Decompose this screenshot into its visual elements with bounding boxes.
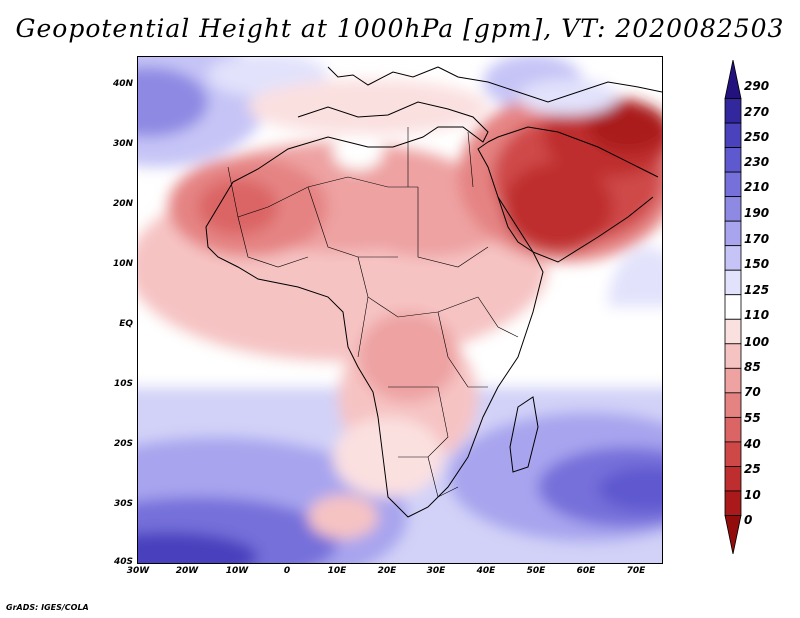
lon-label-30e: 30E xyxy=(426,566,446,576)
colorbar-cell xyxy=(724,416,742,443)
lat-label-30s: 30S xyxy=(113,499,133,509)
colorbar-label-55: 55 xyxy=(744,411,761,425)
colorbar-cell xyxy=(724,343,742,369)
colorbar-cell xyxy=(724,269,742,296)
colorbar-label-170: 170 xyxy=(744,232,770,246)
colorbar-cell xyxy=(724,220,742,247)
colorbar-cell xyxy=(724,147,742,173)
colorbar-label-230: 230 xyxy=(744,155,770,169)
lat-label-30n: 30N xyxy=(112,139,133,149)
colorbar-svg xyxy=(724,59,742,555)
height-field xyxy=(138,57,662,563)
map-svg xyxy=(138,57,662,563)
lon-label-10w: 10W xyxy=(225,566,249,576)
colorbar-label-85: 85 xyxy=(744,360,761,374)
colorbar-label-210: 210 xyxy=(744,180,770,194)
chart-title: Geopotential Height at 1000hPa [gpm], VT… xyxy=(15,14,785,43)
colorbar-label-40: 40 xyxy=(744,437,761,451)
colorbar-cell xyxy=(724,59,742,99)
colorbar-label-70: 70 xyxy=(744,385,761,399)
colorbar-label-0: 0 xyxy=(744,513,753,527)
colorbar-cell xyxy=(724,171,742,198)
lat-label-20s: 20S xyxy=(113,439,133,449)
lon-label-60e: 60E xyxy=(576,566,596,576)
lon-label-0: 0 xyxy=(283,566,291,576)
colorbar-label-100: 100 xyxy=(744,335,770,349)
lon-label-40e: 40E xyxy=(476,566,496,576)
colorbar-label-25: 25 xyxy=(744,462,761,476)
lat-label-10n: 10N xyxy=(112,259,133,269)
lon-label-30w: 30W xyxy=(126,566,150,576)
lon-label-10e: 10E xyxy=(327,566,347,576)
colorbar-cell xyxy=(724,466,742,492)
lat-label-20n: 20N xyxy=(112,199,133,209)
colorbar-cell xyxy=(724,318,742,345)
colorbar-label-110: 110 xyxy=(744,308,770,322)
colorbar-cell xyxy=(724,441,742,467)
colorbar-cell xyxy=(724,367,742,394)
colorbar-label-125: 125 xyxy=(744,283,770,297)
colorbar-cell xyxy=(724,490,742,516)
lat-label-10s: 10S xyxy=(113,379,133,389)
colorbar-cell xyxy=(724,98,742,124)
colorbar-cell xyxy=(724,515,742,555)
colorbar-label-290: 290 xyxy=(744,79,770,93)
lon-label-70e: 70E xyxy=(626,566,646,576)
lon-label-20w: 20W xyxy=(175,566,199,576)
lat-label-eq: EQ xyxy=(119,319,133,329)
lon-label-50e: 50E xyxy=(526,566,546,576)
colorbar-cell xyxy=(724,122,742,148)
colorbar-cell xyxy=(724,294,742,320)
colorbar-label-10: 10 xyxy=(744,488,761,502)
colorbar-cell xyxy=(724,196,742,222)
colorbar-label-250: 250 xyxy=(744,130,770,144)
lon-label-20e: 20E xyxy=(377,566,397,576)
coastlines xyxy=(205,66,662,518)
colorbar xyxy=(723,59,743,558)
colorbar-label-270: 270 xyxy=(744,105,770,119)
colorbar-label-150: 150 xyxy=(744,257,770,271)
colorbar-cell xyxy=(724,392,742,418)
map-panel xyxy=(137,56,663,564)
lat-label-40n: 40N xyxy=(112,79,133,89)
lat-label-40s: 40S xyxy=(113,557,133,567)
colorbar-label-190: 190 xyxy=(744,206,770,220)
colorbar-cell xyxy=(724,245,742,271)
credit-text: GrADS: IGES/COLA xyxy=(6,603,89,612)
country-borders xyxy=(227,127,519,498)
colorbar-cells xyxy=(724,59,742,555)
